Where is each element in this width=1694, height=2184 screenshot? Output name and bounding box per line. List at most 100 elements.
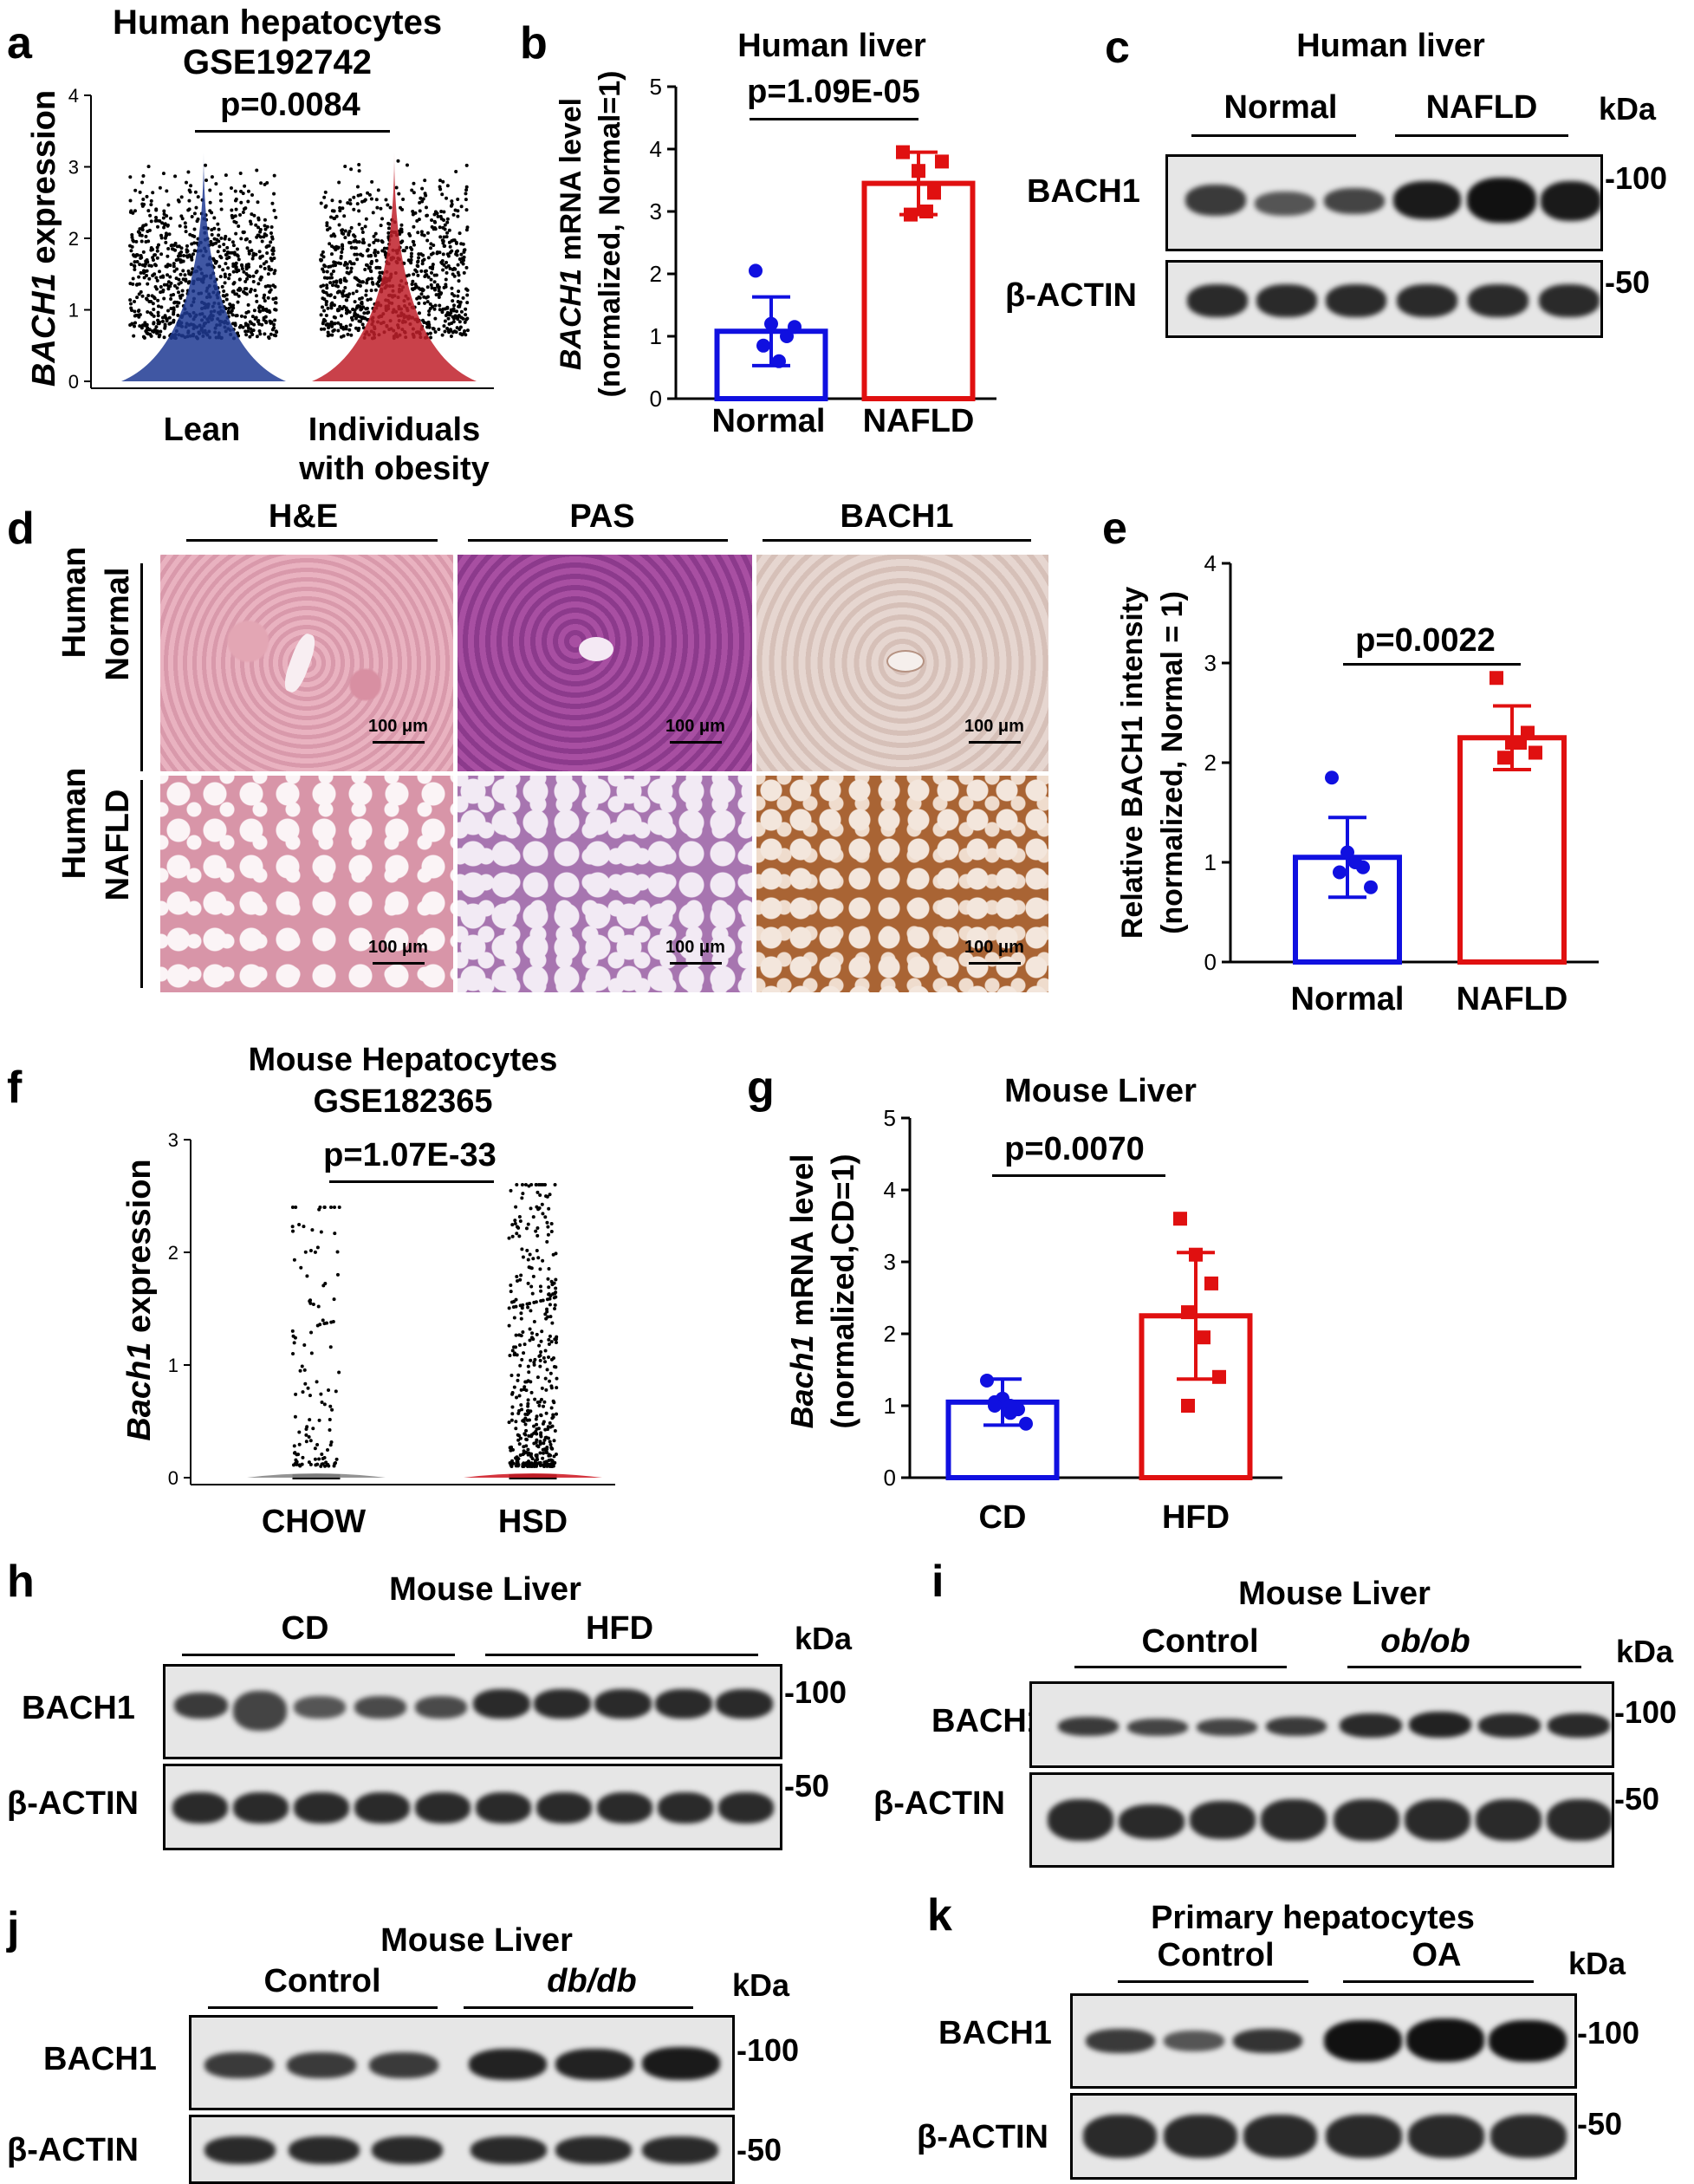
cell-point xyxy=(464,307,468,311)
cell-point xyxy=(166,254,170,258)
cell-point xyxy=(520,1247,524,1251)
panel-h-blot-bach1 xyxy=(163,1664,782,1759)
cell-point xyxy=(374,198,379,202)
cell-point xyxy=(160,315,165,320)
panel-d-row1-l2: Normal xyxy=(100,567,136,681)
cell-point xyxy=(185,254,189,258)
cell-point xyxy=(302,1342,307,1347)
cell-point xyxy=(367,310,371,315)
cell-point xyxy=(364,289,368,293)
cell-point xyxy=(464,265,469,270)
data-point xyxy=(919,205,933,218)
panel-label-h: h xyxy=(7,1557,35,1607)
panel-h-kda: kDa xyxy=(795,1621,853,1656)
cell-point xyxy=(180,289,185,293)
cell-point xyxy=(258,332,263,336)
cell-point xyxy=(336,321,341,325)
cell-point xyxy=(295,1459,299,1464)
cell-point xyxy=(138,324,142,328)
cell-point xyxy=(163,222,167,226)
cell-point xyxy=(219,236,224,240)
cell-point xyxy=(246,199,250,204)
cell-point xyxy=(547,1453,551,1457)
cell-point xyxy=(452,274,457,278)
cell-point xyxy=(533,1460,537,1465)
cell-point xyxy=(535,1249,539,1253)
cell-point xyxy=(146,230,150,234)
cell-point xyxy=(450,286,454,290)
cell-point xyxy=(433,330,438,335)
cell-point xyxy=(222,243,226,247)
cell-point xyxy=(186,170,191,174)
cell-point xyxy=(515,1395,519,1400)
cell-point xyxy=(183,221,187,225)
cell-point xyxy=(322,1402,327,1407)
panel-h-group-hfd-bar xyxy=(485,1654,758,1656)
cell-point xyxy=(396,159,400,163)
cell-point xyxy=(165,317,169,322)
cell-point xyxy=(346,309,350,313)
cell-point xyxy=(262,235,266,239)
cell-point xyxy=(256,282,261,286)
cell-point xyxy=(216,250,220,254)
cell-point xyxy=(383,250,387,254)
cell-point xyxy=(542,1464,546,1468)
cell-point xyxy=(309,1330,314,1335)
cell-point xyxy=(172,264,176,269)
cell-point xyxy=(337,289,341,294)
cell-point xyxy=(428,302,432,306)
cell-point xyxy=(364,293,368,297)
cell-point xyxy=(230,313,235,317)
cell-point xyxy=(313,1446,317,1451)
cell-point xyxy=(355,257,360,262)
cell-point xyxy=(272,322,276,327)
cell-point xyxy=(437,296,441,300)
cell-point xyxy=(136,309,140,313)
cell-point xyxy=(521,1192,525,1196)
cell-point xyxy=(147,263,152,268)
panel-b-title: Human liver xyxy=(737,28,926,64)
cell-point xyxy=(373,248,377,252)
cell-point xyxy=(223,237,227,241)
cell-point xyxy=(246,189,250,193)
cell-point xyxy=(384,198,388,202)
cell-point xyxy=(263,299,267,303)
panel-f-group-hsd: HSD xyxy=(497,1504,568,1540)
cell-point xyxy=(152,314,156,318)
cell-point xyxy=(290,1329,295,1333)
cell-point xyxy=(357,163,361,167)
cell-point xyxy=(519,1316,523,1321)
cell-point xyxy=(522,1351,526,1355)
cell-point xyxy=(550,1459,555,1463)
cell-point xyxy=(322,327,327,331)
cell-point xyxy=(294,1392,298,1396)
cell-point xyxy=(517,1442,522,1446)
cell-point xyxy=(427,325,432,329)
cell-point xyxy=(549,1357,554,1362)
cell-point xyxy=(425,231,430,235)
panel-c-blot-bach1 xyxy=(1165,154,1603,251)
cell-point xyxy=(420,262,425,266)
cell-point xyxy=(458,304,462,309)
cell-point xyxy=(255,335,259,339)
cell-point xyxy=(412,239,416,244)
panel-d-col-he: H&E xyxy=(268,498,339,535)
panel-f-group-chow: CHOW xyxy=(261,1504,367,1540)
cell-point xyxy=(274,215,278,219)
cell-point xyxy=(507,1420,511,1425)
cell-point xyxy=(141,197,146,201)
cell-point xyxy=(346,201,350,205)
cell-point xyxy=(529,1434,534,1439)
cell-point xyxy=(548,1440,552,1444)
cell-point xyxy=(388,205,393,210)
y-tick-label: 2 xyxy=(68,228,79,250)
cell-point xyxy=(437,289,441,293)
cell-point xyxy=(152,308,156,312)
cell-point xyxy=(372,240,376,244)
cell-point xyxy=(328,1443,333,1447)
panel-label-b: b xyxy=(520,18,548,68)
cell-point xyxy=(538,1358,542,1362)
cell-point xyxy=(159,305,164,309)
cell-point xyxy=(325,221,329,225)
cell-point xyxy=(223,272,227,276)
